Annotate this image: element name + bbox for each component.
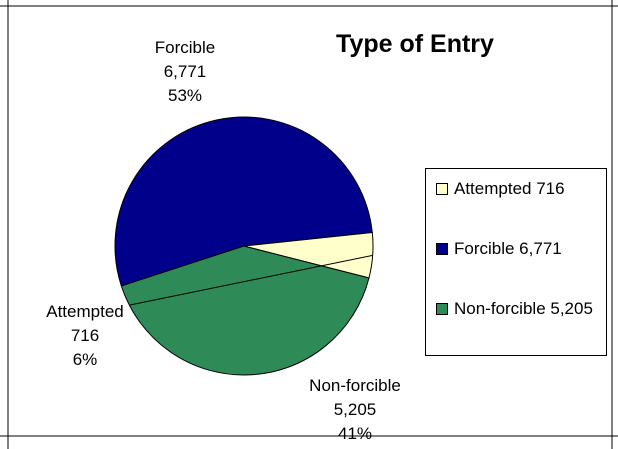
slice-label-value: 716: [70, 326, 100, 345]
slice-label-name: Attempted: [46, 302, 124, 321]
slice-label-non-forcible: Non-forcible 5,205 41%: [290, 374, 420, 446]
slice-label-value: 6,771: [163, 62, 207, 81]
legend-item-attempted: Attempted 716: [436, 177, 604, 201]
slice-label-forcible: Forcible 6,771 53%: [135, 36, 235, 108]
legend-swatch: [436, 243, 448, 255]
pie-slice-forcible: [114, 116, 373, 287]
legend-swatch: [436, 183, 448, 195]
legend-item-forcible: Forcible 6,771: [436, 237, 604, 261]
pie-chart: [114, 116, 374, 376]
legend-label: Non-forcible 5,205: [454, 299, 593, 318]
chart-legend: Attempted 716 Forcible 6,771 Non-forcibl…: [425, 168, 607, 356]
chart-title: Type of Entry: [336, 30, 494, 58]
legend-label: Attempted 716: [454, 179, 565, 198]
slice-label-name: Forcible: [154, 38, 216, 57]
slice-label-percent: 53%: [167, 86, 203, 105]
legend-item-non-forcible: Non-forcible 5,205: [436, 297, 604, 321]
pie-slice-non-forcible: [120, 245, 370, 376]
slice-label-attempted: Attempted 716 6%: [20, 300, 150, 372]
legend-label: Forcible 6,771: [454, 239, 562, 258]
leader-line-attempted: [129, 254, 373, 306]
slice-label-percent: 6%: [72, 350, 98, 369]
legend-swatch: [436, 303, 448, 315]
slice-label-percent: 41%: [337, 424, 373, 443]
leader-lines: [129, 254, 373, 306]
slice-label-value: 5,205: [333, 400, 377, 419]
slice-label-name: Non-forcible: [309, 376, 401, 395]
